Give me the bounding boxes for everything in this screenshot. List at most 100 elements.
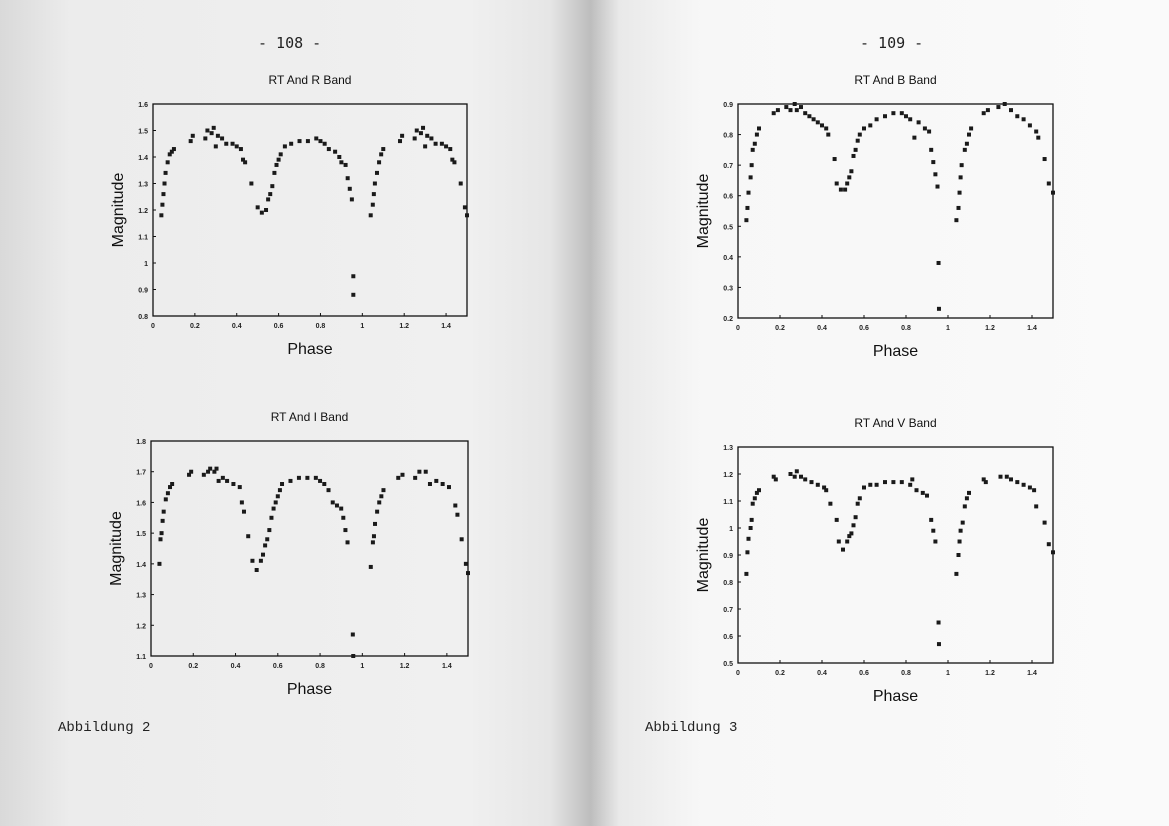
data-point <box>927 129 932 134</box>
data-point <box>326 147 331 152</box>
x-tick-label: 0.6 <box>859 325 869 332</box>
data-point <box>381 147 386 152</box>
x-tick-label: 1.4 <box>442 663 452 670</box>
data-point <box>169 149 174 154</box>
y-tick-label: 0.8 <box>723 133 733 140</box>
data-point <box>883 480 887 485</box>
data-point <box>289 141 294 146</box>
x-tick-label: 0.2 <box>188 663 198 670</box>
x-tick-label: 0.4 <box>231 663 241 670</box>
data-point <box>862 485 866 490</box>
data-point <box>826 132 831 137</box>
x-tick-label: 0.8 <box>901 325 911 332</box>
data-point <box>314 136 319 141</box>
data-point <box>754 132 759 137</box>
data-point <box>165 491 170 496</box>
data-point <box>446 485 451 490</box>
data-point <box>159 531 164 536</box>
x-axis-label: Phase <box>287 341 332 358</box>
x-tick-label: 1.4 <box>1027 670 1037 677</box>
data-point <box>824 126 829 131</box>
y-tick-label: 1.2 <box>138 208 148 215</box>
data-point <box>163 497 168 502</box>
data-point <box>792 474 797 479</box>
data-point <box>799 105 803 110</box>
data-point <box>803 477 808 482</box>
x-tick-label: 0 <box>151 323 155 330</box>
y-tick-label: 0.6 <box>723 634 733 641</box>
data-point <box>828 501 833 506</box>
x-tick-label: 1.2 <box>985 670 995 677</box>
plot-frame <box>150 440 469 657</box>
data-point <box>1002 102 1007 106</box>
data-point <box>455 512 460 517</box>
data-point <box>381 488 386 493</box>
data-point <box>450 157 455 162</box>
data-point <box>214 466 219 471</box>
data-point <box>857 132 862 137</box>
data-point <box>1021 482 1026 487</box>
data-point <box>453 503 458 508</box>
data-point <box>954 571 959 576</box>
data-point <box>925 493 929 498</box>
data-point <box>931 528 936 533</box>
figure-caption-right: Abbildung 3 <box>645 720 738 736</box>
data-point <box>745 205 750 210</box>
chart-title: RT And R Band <box>269 73 352 87</box>
data-point <box>834 517 839 522</box>
data-point <box>400 133 405 138</box>
x-tick-label: 0.6 <box>274 323 284 330</box>
data-point <box>259 210 264 215</box>
data-point <box>423 469 428 474</box>
data-point <box>440 482 445 486</box>
y-tick-label: 1.1 <box>138 235 148 242</box>
data-point <box>434 478 439 483</box>
data-point <box>754 490 759 495</box>
data-point <box>225 478 230 483</box>
data-point <box>163 170 168 175</box>
data-point <box>322 141 327 146</box>
data-point <box>275 494 280 499</box>
data-point <box>238 147 243 152</box>
data-point <box>931 160 936 165</box>
x-tick-label: 1.2 <box>400 663 410 670</box>
data-point <box>935 184 940 189</box>
data-point <box>1051 190 1055 195</box>
data-point <box>452 160 457 165</box>
data-point <box>171 147 176 152</box>
data-point <box>1021 117 1026 122</box>
data-point <box>429 136 434 141</box>
data-point <box>277 488 282 493</box>
x-tick-label: 0.6 <box>273 663 283 670</box>
data-point <box>929 517 934 522</box>
data-point <box>158 537 163 542</box>
data-point <box>333 149 338 154</box>
data-point <box>912 135 917 140</box>
y-tick-label: 1.3 <box>723 445 733 452</box>
data-point <box>853 515 858 520</box>
data-point <box>936 642 941 647</box>
data-point <box>343 528 348 533</box>
data-point <box>904 114 908 119</box>
data-point <box>162 181 167 186</box>
data-point <box>264 208 269 212</box>
data-point <box>231 482 236 486</box>
data-point <box>744 571 749 576</box>
y-tick-label: 1.8 <box>136 439 146 446</box>
data-point <box>1046 181 1051 186</box>
data-point <box>757 126 761 131</box>
data-point <box>351 654 356 658</box>
x-axis-label: Phase <box>287 681 332 698</box>
data-point <box>157 561 162 566</box>
data-point <box>425 133 430 138</box>
data-point <box>1009 108 1013 113</box>
x-tick-label: 0.2 <box>775 325 785 332</box>
data-point <box>313 475 318 480</box>
data-point <box>412 136 417 141</box>
data-point <box>209 131 214 136</box>
data-point <box>967 132 971 137</box>
data-point <box>448 147 453 152</box>
data-point <box>241 509 246 514</box>
plot-frame <box>152 103 468 317</box>
data-point <box>809 480 814 485</box>
